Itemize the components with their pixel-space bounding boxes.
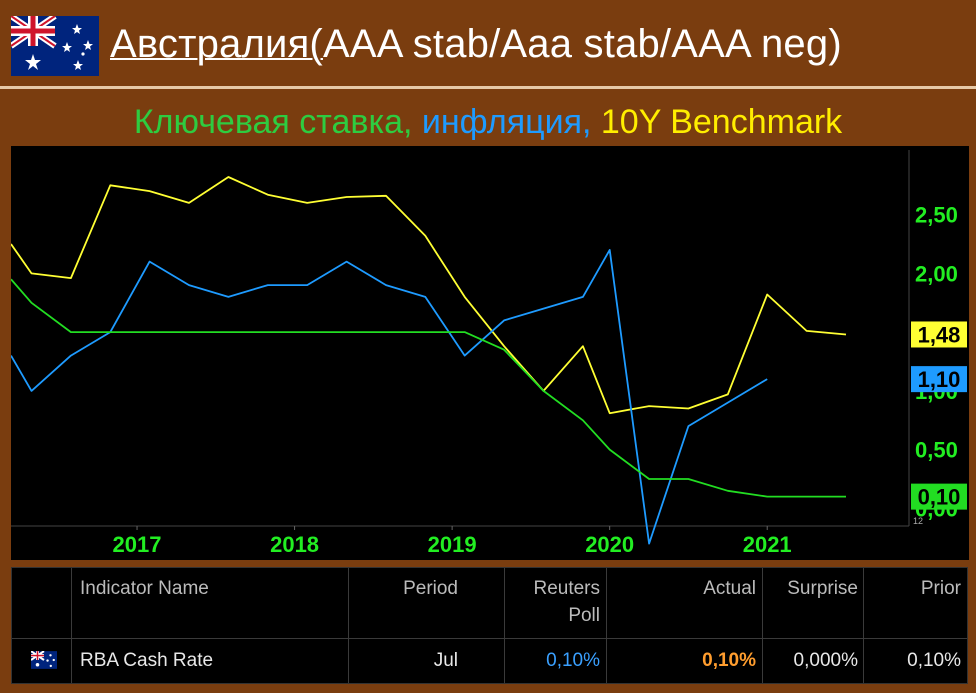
x-tick-label: 2017 <box>113 532 162 557</box>
header-prior[interactable]: Prior <box>920 578 961 599</box>
australia-flag-icon <box>11 16 99 76</box>
table-col-divider <box>863 568 864 683</box>
header-reuters-poll-2[interactable]: Poll <box>568 605 600 626</box>
header-reuters-poll-1[interactable]: Reuters <box>533 578 600 599</box>
end-label-box <box>911 483 967 510</box>
line-chart: 201720182019202020210,000,501,002,002,50… <box>11 150 967 557</box>
title-ratings: AAA stab/Aaa stab/AAA neg) <box>322 22 842 66</box>
end-label-value: 1,10 <box>918 367 961 392</box>
header-divider <box>0 86 976 89</box>
table-col-divider <box>606 568 607 683</box>
row-indicator-name: RBA Cash Rate <box>80 650 214 671</box>
table-col-divider <box>348 568 349 683</box>
table-col-divider <box>762 568 763 683</box>
table-col-divider <box>504 568 505 683</box>
australia-flag-icon <box>31 651 57 669</box>
x-tick-label: 2021 <box>743 532 792 557</box>
header-surprise[interactable]: Surprise <box>787 578 858 599</box>
chart-area: 201720182019202020210,000,501,002,002,50… <box>11 146 969 560</box>
end-label-box <box>911 366 967 393</box>
y-tick-label: 2,50 <box>915 203 958 228</box>
row-period: Jul <box>433 650 458 671</box>
x-tick-label: 2020 <box>585 532 634 557</box>
end-label-value: 1,48 <box>918 322 961 347</box>
y-tick-label: 0,50 <box>915 438 958 463</box>
header: Австралия(AAA stab/Aaa stab/AAA neg) <box>0 0 976 86</box>
header-actual[interactable]: Actual <box>703 578 756 599</box>
series-line-benchmark <box>11 176 847 415</box>
end-label-box <box>911 321 967 348</box>
row-actual: 0,10% <box>702 650 756 671</box>
row-prior: 0,10% <box>907 650 961 671</box>
series-line-inflation <box>11 249 768 545</box>
y-tick-label: 2,00 <box>915 261 958 286</box>
chart-subtitle: Ключевая ставка, инфляция, 10Y Benchmark <box>0 96 976 148</box>
header-period[interactable]: Period <box>403 578 458 599</box>
row-surprise: 0,000% <box>793 650 858 671</box>
header-indicator-name[interactable]: Indicator Name <box>80 578 209 599</box>
table-row-divider <box>12 638 967 639</box>
x-tick-label: 2018 <box>270 532 319 557</box>
subtitle-benchmark: 10Y Benchmark <box>600 103 843 141</box>
row-reuters-poll: 0,10% <box>546 650 600 671</box>
x-tick-label: 2019 <box>428 532 477 557</box>
corner-label: 12 <box>913 516 923 526</box>
indicator-table: Indicator Name Period Reuters Poll Actua… <box>11 567 968 684</box>
page-title: Австралия(AAA stab/Aaa stab/AAA neg) <box>110 16 842 72</box>
subtitle-inflation: инфляция, <box>421 103 601 141</box>
title-country: Австралия( <box>110 22 323 66</box>
subtitle-cash-rate: Ключевая ставка, <box>133 103 422 141</box>
end-label-value: 0,10 <box>918 485 961 510</box>
series-line-cash_rate <box>11 278 846 498</box>
table-col-divider <box>71 568 72 683</box>
